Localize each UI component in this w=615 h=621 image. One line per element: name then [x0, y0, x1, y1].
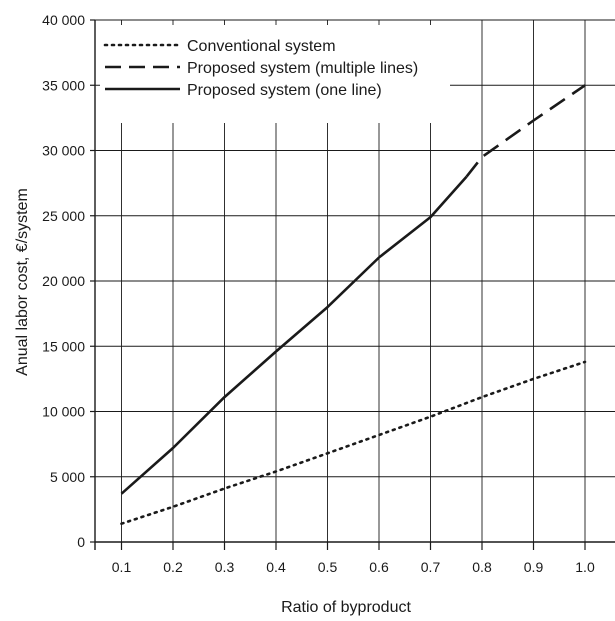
x-tick-label: 0.3: [215, 559, 235, 575]
y-tick-label: 10 000: [42, 404, 85, 420]
x-tick-label: 0.7: [421, 559, 441, 575]
series-line-proposed-system-one-line: [120, 175, 468, 495]
x-tick-label: 0.2: [163, 559, 183, 575]
legend-label: Conventional system: [187, 38, 336, 55]
y-axis-title: Anual labor cost, €/system: [14, 188, 31, 376]
y-tick-label: 0: [77, 534, 85, 550]
x-tick-label: 0.6: [369, 559, 389, 575]
y-tick-label: 5 000: [50, 469, 85, 485]
axes: [90, 19, 615, 550]
plot-series: [120, 84, 587, 526]
y-tick-label: 25 000: [42, 208, 85, 224]
legend-label: Proposed system (one line): [187, 82, 382, 99]
y-tick-label: 30 000: [42, 143, 85, 159]
series-line-proposed-system-multiple-lines: [465, 84, 586, 178]
y-tick-label: 40 000: [42, 12, 85, 28]
x-tick-label: 0.1: [112, 559, 132, 575]
y-tick-label: 20 000: [42, 273, 85, 289]
legend-label: Proposed system (multiple lines): [187, 60, 418, 77]
tick-labels: 0 5 000 10 000 15 000 20 000 25 000 30 000 35 0…: [42, 12, 595, 575]
series-line-conventional-system: [120, 360, 587, 526]
legend-background: [100, 25, 450, 123]
x-tick-label: 0.5: [318, 559, 338, 575]
x-tick-label: 0.8: [472, 559, 492, 575]
y-tick-label: 15 000: [42, 338, 85, 354]
legend: Conventional system Proposed system (mult…: [103, 38, 418, 99]
y-tick-label: 35 000: [42, 77, 85, 93]
x-axis-title: Ratio of byproduct: [281, 599, 411, 616]
x-tick-label: 0.4: [266, 559, 286, 575]
x-tick-label: 0.9: [524, 559, 544, 575]
x-tick-label: 1.0: [575, 559, 595, 575]
